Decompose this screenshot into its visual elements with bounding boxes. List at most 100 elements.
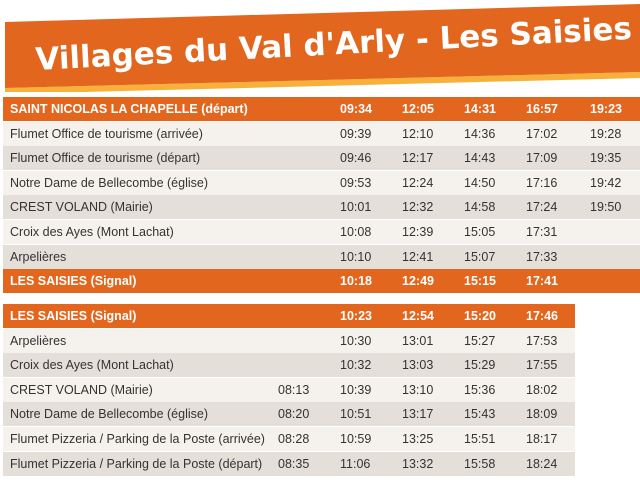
banner-stripe [5, 72, 640, 92]
departure-time: 14:31 [464, 102, 496, 116]
stop-name: Notre Dame de Bellecombe (église) [10, 407, 209, 422]
departure-time: 10:23 [340, 309, 372, 323]
departure-time: 12:17 [402, 151, 434, 166]
departure-time: 12:39 [402, 225, 434, 239]
table-row: SAINT NICOLAS LA CHAPELLE (départ) 09:34 1… [3, 97, 640, 121]
departure-time: 08:35 [278, 456, 310, 471]
table-row: Notre Dame de Bellecombe (église) 08:20 10… [3, 402, 575, 427]
departure-time: 10:10 [340, 249, 372, 264]
departure-time: 15:51 [464, 432, 496, 446]
departure-time: 15:58 [464, 456, 496, 471]
departure-time: 13:17 [402, 407, 434, 422]
departure-time: 09:39 [340, 126, 372, 141]
departure-time: 14:43 [464, 151, 496, 166]
departure-time: 17:31 [526, 225, 558, 239]
departure-time: 08:20 [278, 407, 310, 422]
departure-time: 15:43 [464, 407, 496, 422]
stop-name: LES SAISIES (Signal) [10, 274, 137, 289]
departure-time: 08:13 [278, 382, 310, 397]
departure-time: 10:01 [340, 200, 372, 215]
table-row: Croix des Ayes (Mont Lachat) 10:32 13:03 15… [3, 353, 575, 378]
departure-time: 09:34 [340, 102, 372, 116]
departure-time: 10:39 [340, 382, 372, 397]
departure-time: 10:18 [340, 274, 372, 289]
departure-time: 13:03 [402, 358, 434, 373]
stop-name: CREST VOLAND (Mairie) [10, 200, 153, 215]
departure-time: 17:53 [526, 333, 558, 348]
table-row: Flumet Office de tourisme (départ) 09:46 1… [3, 146, 640, 171]
stop-name: CREST VOLAND (Mairie) [10, 382, 153, 397]
stop-name: Croix des Ayes (Mont Lachat) [10, 358, 174, 373]
departure-time: 14:50 [464, 175, 496, 190]
stop-name: Notre Dame de Bellecombe (église) [10, 175, 209, 190]
departure-time: 19:23 [590, 102, 622, 116]
table-row: LES SAISIES (Signal) 10:18 12:49 15:15 17:41 [3, 269, 640, 294]
departure-time: 08:28 [278, 432, 310, 446]
departure-time: 12:54 [402, 309, 434, 323]
departure-time: 17:24 [526, 200, 558, 215]
stop-name: Flumet Office de tourisme (départ) [10, 151, 201, 166]
stop-name: SAINT NICOLAS LA CHAPELLE (départ) [10, 102, 248, 116]
departure-time: 09:53 [340, 175, 372, 190]
stop-name: Flumet Pizzeria / Parking de la Poste (a… [10, 432, 265, 446]
departure-time: 16:57 [526, 102, 558, 116]
stop-name: Flumet Pizzeria / Parking de la Poste (d… [10, 456, 263, 471]
table-row: Arpelières 10:30 13:01 15:27 17:53 [3, 328, 575, 353]
departure-time: 17:41 [526, 274, 558, 289]
departure-time: 18:02 [526, 382, 558, 397]
departure-time: 13:01 [402, 333, 434, 348]
departure-time: 10:51 [340, 407, 372, 422]
departure-time: 17:33 [526, 249, 558, 264]
departure-time: 10:08 [340, 225, 372, 239]
departure-time: 13:25 [402, 432, 434, 446]
stop-name: Arpelières [10, 249, 67, 264]
departure-time: 11:06 [340, 456, 371, 471]
departure-time: 13:32 [402, 456, 434, 471]
departure-time: 15:36 [464, 382, 496, 397]
departure-time: 09:46 [340, 151, 372, 166]
banner-band [5, 4, 640, 88]
departure-time: 17:55 [526, 358, 558, 373]
departure-time: 19:28 [590, 126, 622, 141]
table-row: CREST VOLAND (Mairie) 10:01 12:32 14:58 17:2… [3, 195, 640, 220]
departure-time: 18:09 [526, 407, 558, 422]
stop-name: Croix des Ayes (Mont Lachat) [10, 225, 174, 239]
departure-time: 10:32 [340, 358, 372, 373]
departure-time: 19:35 [590, 151, 622, 166]
banner: Villages du Val d'Arly - Les Saisies [5, 4, 640, 92]
table-row: Croix des Ayes (Mont Lachat) 10:08 12:39 15… [3, 220, 640, 244]
departure-time: 18:17 [526, 432, 558, 446]
departure-time: 15:27 [464, 333, 496, 348]
departure-time: 15:07 [464, 249, 496, 264]
table-row: CREST VOLAND (Mairie) 08:13 10:39 13:10 15:3… [3, 377, 575, 402]
departure-time: 12:24 [402, 175, 434, 190]
departure-time: 10:59 [340, 432, 372, 446]
stop-name: Arpelières [10, 333, 67, 348]
departure-time: 17:02 [526, 126, 558, 141]
table-row: LES SAISIES (Signal) 10:23 12:54 15:20 17:46 [3, 304, 575, 328]
departure-time: 12:49 [402, 274, 434, 289]
stop-name: LES SAISIES (Signal) [10, 309, 137, 323]
departure-time: 14:58 [464, 200, 496, 215]
departure-time: 17:09 [526, 151, 558, 166]
table-row: Flumet Office de tourisme (arrivée) 09:39… [3, 121, 640, 146]
stop-name: Flumet Office de tourisme (arrivée) [10, 126, 203, 141]
departure-time: 19:50 [590, 200, 622, 215]
departure-time: 12:10 [402, 126, 434, 141]
table-row: Flumet Pizzeria / Parking de la Poste (d… [3, 451, 575, 476]
departure-time: 13:10 [402, 382, 434, 397]
departure-time: 14:36 [464, 126, 496, 141]
departure-time: 17:46 [526, 309, 558, 323]
table-row: Notre Dame de Bellecombe (église) 09:53 12… [3, 170, 640, 195]
departure-time: 15:05 [464, 225, 496, 239]
table-row: Arpelières 10:10 12:41 15:07 17:33 [3, 244, 640, 269]
departure-time: 12:41 [402, 249, 434, 264]
departure-time: 12:32 [402, 200, 434, 215]
departure-time: 10:30 [340, 333, 372, 348]
departure-time: 12:05 [402, 102, 434, 116]
departure-time: 18:24 [526, 456, 558, 471]
departure-time: 15:29 [464, 358, 496, 373]
table-row: Flumet Pizzeria / Parking de la Poste (a… [3, 427, 575, 451]
departure-time: 15:15 [464, 274, 496, 289]
